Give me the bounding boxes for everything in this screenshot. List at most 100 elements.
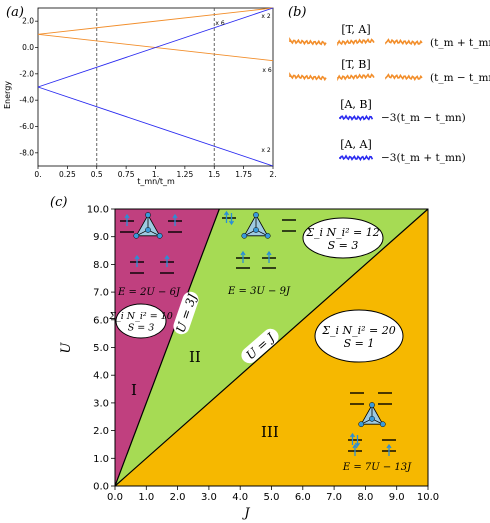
spin-arrow bbox=[172, 213, 178, 226]
sum-label: Σ_i N_i² = 12 bbox=[305, 226, 380, 239]
state-info-box: Σ_i N_i² = 10S = 3 bbox=[108, 303, 173, 339]
y-tick-label: -8.0 bbox=[19, 148, 34, 157]
tetra-site bbox=[379, 421, 386, 428]
spin-arrow bbox=[349, 432, 356, 445]
spin-arrow bbox=[164, 254, 170, 267]
y-tick-label: -4.0 bbox=[19, 96, 34, 105]
x-tick-label: 2. bbox=[269, 170, 276, 179]
label-pill bbox=[241, 328, 279, 364]
x-tick-label: 0. bbox=[34, 170, 41, 179]
tetra-site bbox=[253, 227, 259, 233]
level-row: [T, B] (t_m − t_mn) bbox=[289, 58, 490, 84]
state-info-box: Σ_i N_i² = 20S = 1 bbox=[314, 309, 404, 363]
panel-c-y-axis-label: U bbox=[59, 341, 74, 353]
level-bar bbox=[289, 37, 327, 47]
level-bar bbox=[289, 72, 327, 82]
tetra-site bbox=[369, 415, 375, 422]
level-energy-label: −3(t_m − t_mn) bbox=[381, 112, 466, 124]
y-tick-label: 4.0 bbox=[93, 371, 109, 382]
info-ellipse bbox=[302, 217, 384, 259]
level-bar bbox=[337, 38, 375, 47]
panel-c-label: (c) bbox=[50, 195, 67, 210]
region-label: III bbox=[261, 423, 279, 441]
x-tick-label: 1. bbox=[152, 170, 159, 179]
state-info-box: Σ_i N_i² = 12S = 3 bbox=[302, 217, 384, 259]
y-tick-label: 2.0 bbox=[93, 426, 109, 437]
tetra-site bbox=[264, 232, 271, 239]
molecule-region-ii bbox=[222, 210, 296, 269]
level-bar bbox=[385, 38, 423, 46]
panel-a: (a) 0. 0.25 0.5 0.75 1. 1.25 1.5 1.75 2. 2.0 0.0 -… bbox=[3, 5, 277, 186]
x-tick-label: 1.5 bbox=[208, 170, 220, 179]
y-tick-label: -6.0 bbox=[19, 122, 34, 131]
level-bar bbox=[385, 73, 423, 81]
boundary-line-3j bbox=[114, 208, 220, 487]
tetra-site bbox=[369, 402, 375, 408]
x-tick-label: 6.0 bbox=[295, 492, 311, 503]
y-tick-label: 10.0 bbox=[87, 205, 109, 216]
x-tick-label: 0.25 bbox=[59, 170, 76, 179]
info-ellipse bbox=[314, 309, 404, 363]
y-tick-label: 0.0 bbox=[93, 482, 109, 493]
tetrahedron-icon bbox=[133, 212, 163, 239]
level-term-label: [A, B] bbox=[340, 98, 372, 111]
x-tick-label: 10.0 bbox=[417, 492, 439, 503]
label-pill bbox=[173, 291, 199, 335]
panel-a-x-axis-label: t_mn/t_m bbox=[137, 177, 175, 186]
x-tick-label: 0.0 bbox=[107, 492, 123, 503]
y-tick-label: -2.0 bbox=[19, 69, 34, 78]
panel-a-x-ticks: 0. 0.25 0.5 0.75 1. 1.25 1.5 1.75 2. bbox=[34, 166, 277, 179]
level-term-label: [T, A] bbox=[341, 23, 370, 36]
sum-label: Σ_i N_i² = 10 bbox=[108, 311, 173, 322]
y-tick-label: 5.0 bbox=[93, 343, 109, 354]
spin-arrow bbox=[266, 250, 272, 263]
spin-arrow bbox=[354, 435, 361, 448]
x-tick-label: 9.0 bbox=[389, 492, 405, 503]
level-term-label: [T, B] bbox=[341, 58, 370, 71]
level-energy-label: (t_m − t_mn) bbox=[430, 72, 490, 84]
panel-b-label: (b) bbox=[288, 5, 306, 20]
x-tick-label: 5.0 bbox=[264, 492, 280, 503]
tetra-site bbox=[156, 232, 163, 239]
region-label: I bbox=[131, 381, 137, 399]
y-tick-label: 1.0 bbox=[93, 454, 109, 465]
tetra-site bbox=[133, 232, 140, 239]
panel-c-y-ticks: 0.0 1.0 2.0 3.0 4.0 5.0 6.0 7.0 8.0 9.0 10.0 bbox=[87, 205, 115, 493]
panel-a-plot bbox=[37, 7, 274, 167]
panel-b-rows: [T, A] (t_m + t_mn) [T, B] (t_m − t_mn) [A, … bbox=[289, 23, 490, 164]
y-tick-label: 6.0 bbox=[93, 315, 109, 326]
sum-label: Σ_i N_i² = 20 bbox=[321, 324, 396, 337]
level-bar bbox=[339, 154, 374, 162]
level-row: [T, A] (t_m + t_mn) bbox=[289, 23, 490, 49]
spin-label: S = 3 bbox=[328, 239, 359, 252]
level-row: [A, B] −3(t_m − t_mn) bbox=[339, 98, 466, 124]
energy-formula: E = 2U − 6J bbox=[117, 287, 181, 298]
energy-line bbox=[37, 7, 274, 35]
y-tick-label: 0.0 bbox=[22, 43, 34, 52]
boundary-line-j bbox=[114, 208, 429, 487]
spin-label: S = 3 bbox=[128, 323, 155, 334]
x-tick-label: 1.25 bbox=[177, 170, 194, 179]
molecule-region-iii bbox=[348, 392, 396, 456]
level-bar bbox=[339, 114, 374, 122]
spin-arrow bbox=[134, 254, 140, 267]
panel-c-x-axis-label: J bbox=[241, 506, 250, 521]
molecule-region-i bbox=[120, 212, 182, 274]
x-tick-label: 8.0 bbox=[357, 492, 373, 503]
x-tick-label: 0.75 bbox=[118, 170, 135, 179]
multiplicity-label: x 6 bbox=[215, 20, 224, 27]
x-tick-label: 1.75 bbox=[235, 170, 252, 179]
tetrahedron-icon bbox=[241, 212, 271, 239]
x-tick-label: 4.0 bbox=[232, 492, 248, 503]
panel-a-label: (a) bbox=[6, 5, 24, 20]
level-term-label: [A, A] bbox=[340, 138, 371, 151]
tetra-site bbox=[358, 421, 365, 428]
spin-arrow bbox=[386, 443, 392, 456]
panel-c: (c) 0.0 1.0 2.0 3.0 4.0 5.0 6.0 7.0 8.0 9.0 10.0 0… bbox=[50, 195, 439, 521]
tetra-site bbox=[241, 232, 248, 239]
tetra-site bbox=[145, 212, 151, 218]
tetra-site bbox=[145, 227, 151, 233]
level-bar bbox=[337, 73, 375, 82]
x-tick-label: 3.0 bbox=[201, 492, 217, 503]
spin-arrow bbox=[228, 213, 235, 226]
